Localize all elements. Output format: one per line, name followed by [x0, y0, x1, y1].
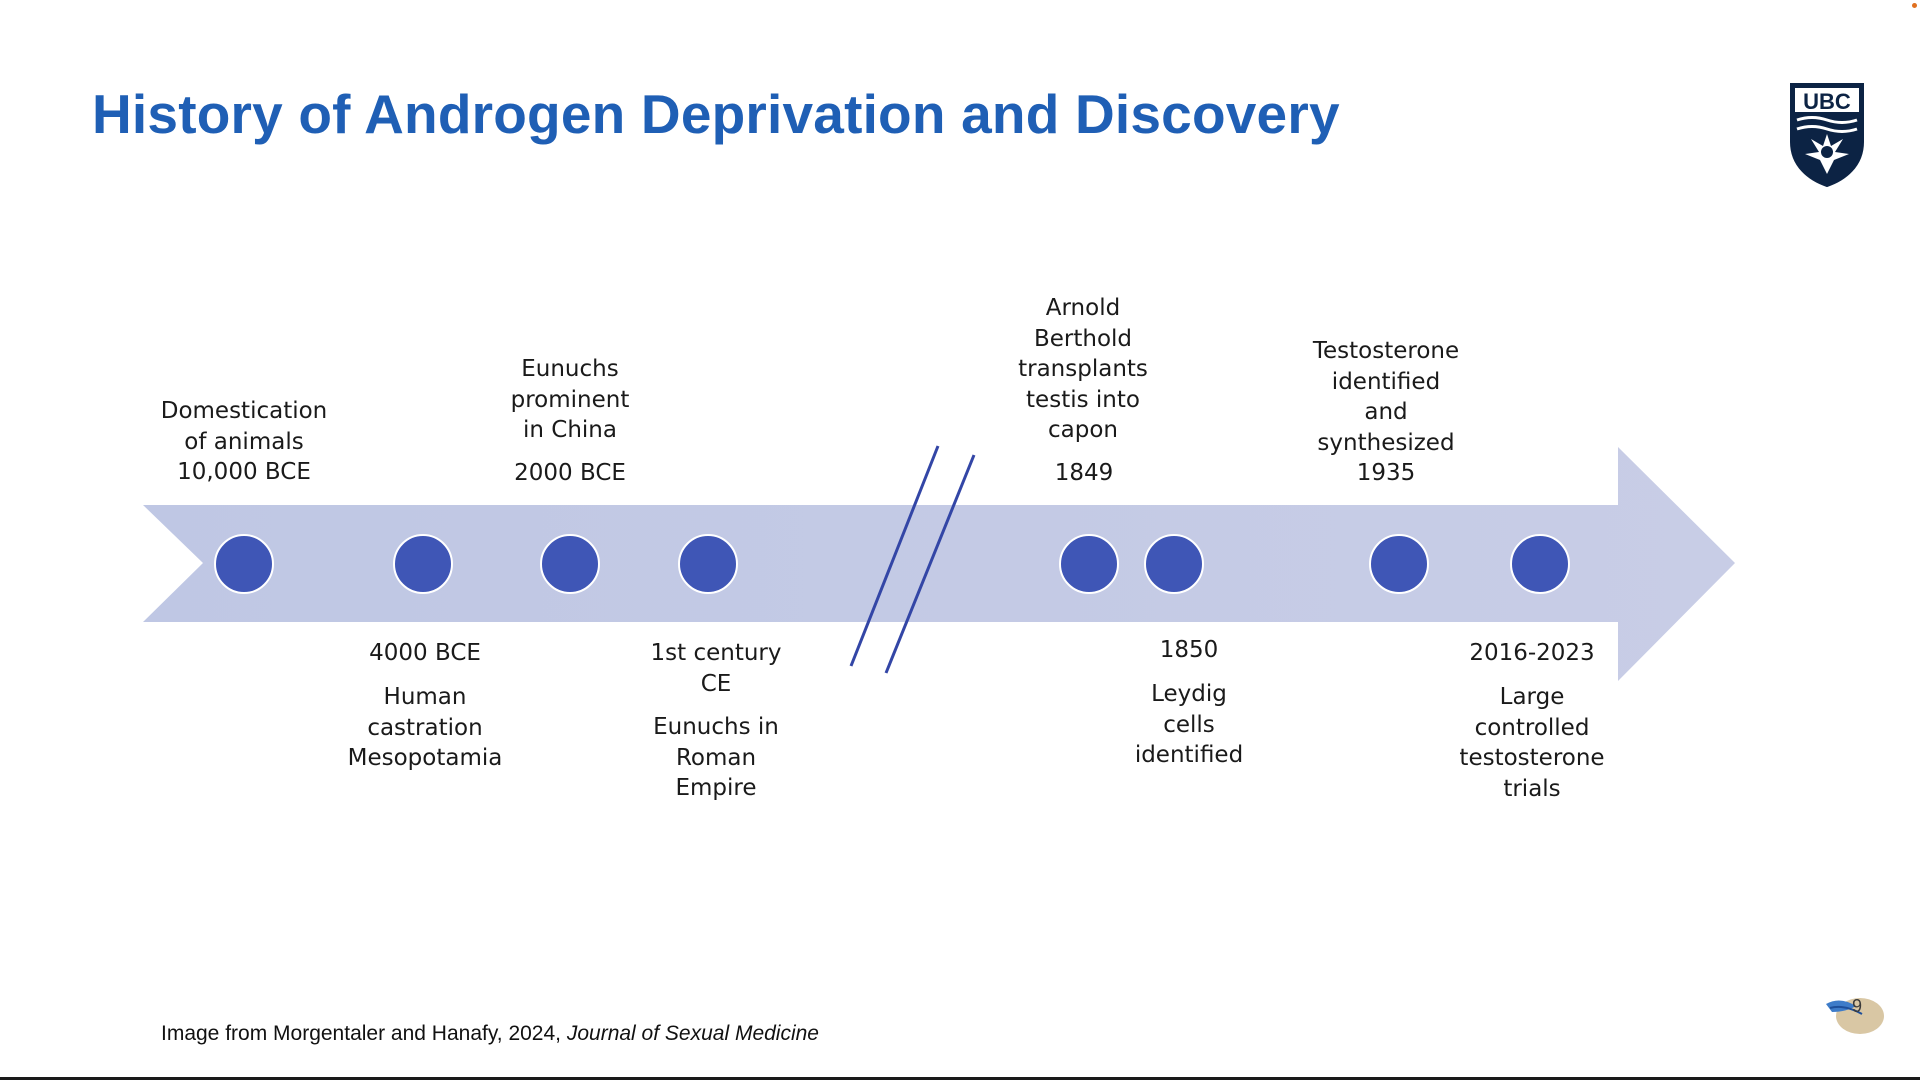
- citation-prefix: Image from Morgentaler and Hanafy, 2024,: [161, 1022, 567, 1045]
- date-2016-2023: 2016-2023: [1469, 640, 1595, 666]
- timeline-dot: [393, 534, 453, 594]
- recording-indicator: [1912, 3, 1917, 8]
- timeline-dot: [1510, 534, 1570, 594]
- page-badge-icon: [1826, 998, 1884, 1034]
- event-domestication: Domestication of animals 10,000 BCE: [160, 398, 328, 485]
- slide-title: History of Androgen Deprivation and Disc…: [92, 83, 1340, 145]
- timeline-dot: [1144, 534, 1204, 594]
- event-eunuchs-china: Eunuchs prominent in China: [510, 356, 630, 443]
- timeline-dot: [1369, 534, 1429, 594]
- timeline-dot: [678, 534, 738, 594]
- timeline-dot: [1059, 534, 1119, 594]
- date-1850: 1850: [1159, 637, 1219, 663]
- screen-bottom-edge: [0, 1077, 1920, 1080]
- event-leydig-cells: Leydig cells identified: [1134, 681, 1244, 768]
- date-1849: 1849: [1054, 460, 1114, 486]
- timeline-arrow: [143, 447, 1735, 681]
- timeline-dot: [540, 534, 600, 594]
- page-number: 9: [1852, 996, 1863, 1016]
- date-4000-bce: 4000 BCE: [369, 640, 481, 666]
- date-1st-century-ce: 1st century CE: [650, 640, 782, 697]
- event-castration-mesopotamia: Human castration Mesopotamia: [347, 684, 503, 771]
- event-berthold: Arnold Berthold transplants testis into …: [1018, 295, 1148, 443]
- timeline-dot: [214, 534, 274, 594]
- ubc-logo: UBC: [1790, 83, 1864, 188]
- date-2000-bce: 2000 BCE: [514, 460, 626, 486]
- citation: Image from Morgentaler and Hanafy, 2024,…: [161, 1022, 819, 1046]
- event-eunuchs-rome: Eunuchs in Roman Empire: [653, 714, 779, 801]
- break-line-1: [849, 445, 940, 667]
- break-line-2: [884, 454, 976, 674]
- citation-journal: Journal of Sexual Medicine: [566, 1022, 819, 1045]
- event-testosterone-trials: Large controlled testosterone trials: [1459, 684, 1605, 802]
- timeline-dots: [214, 534, 1570, 594]
- event-testosterone-1935: Testosterone identified and synthesized …: [1312, 338, 1460, 486]
- logo-text: UBC: [1803, 89, 1851, 114]
